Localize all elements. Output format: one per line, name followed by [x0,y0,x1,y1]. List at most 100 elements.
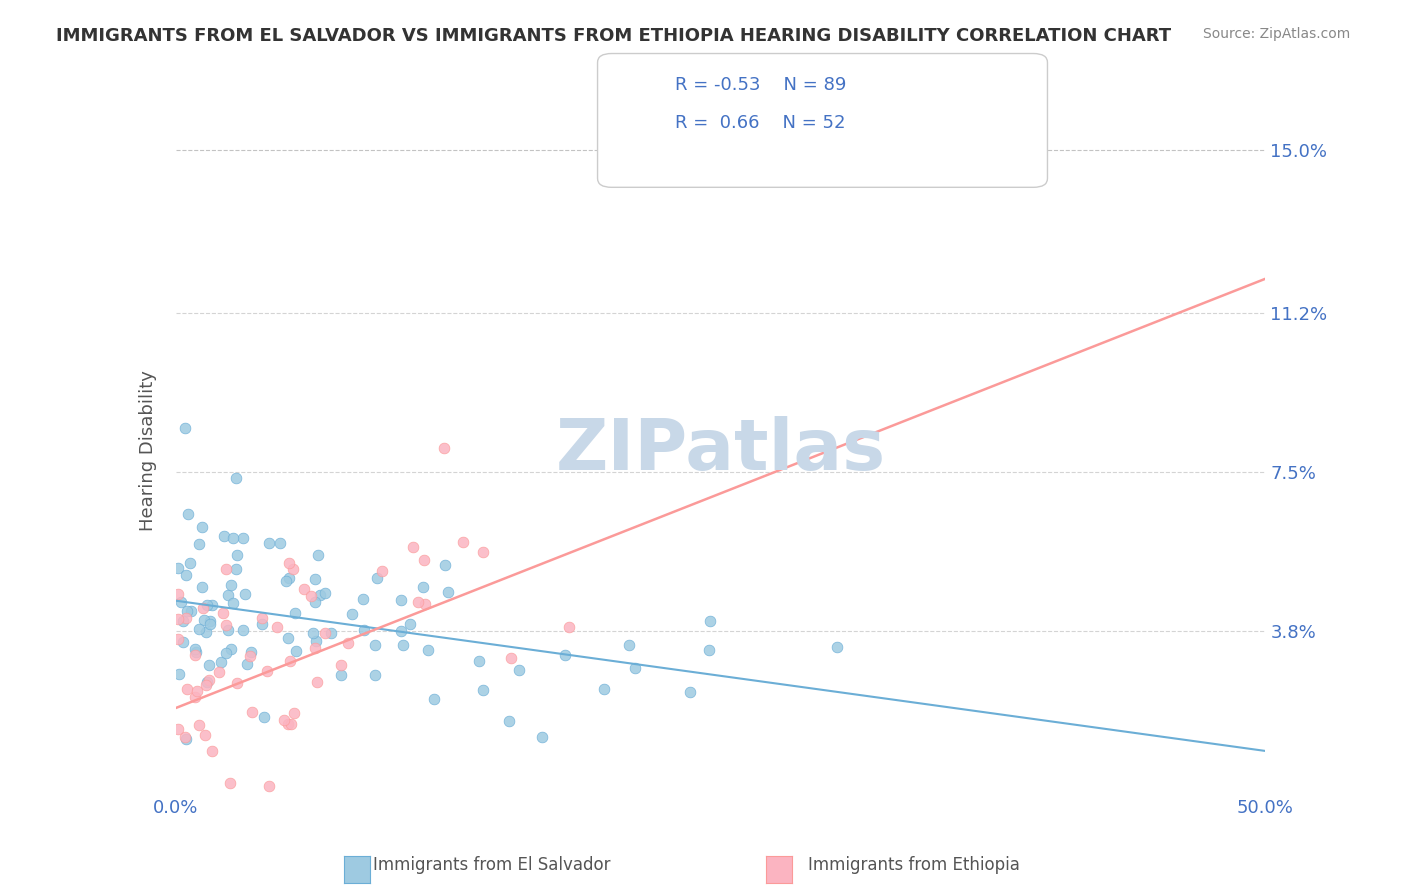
Point [253,710,276,724]
Point [174,731,197,745]
Point [281,562,304,576]
Point [433,442,456,456]
Point [187,623,209,637]
Point [184,690,207,705]
Text: Source: ZipAtlas.com: Source: ZipAtlas.com [1202,27,1350,41]
Point [176,508,198,522]
Point [225,471,247,485]
Point [219,578,242,592]
Point [190,580,212,594]
Point [301,625,323,640]
Point [413,597,436,611]
Point [259,779,281,793]
Point [451,534,474,549]
Point [219,642,242,657]
Point [558,620,581,634]
Point [235,587,257,601]
Point [285,644,308,658]
Point [352,591,374,606]
Point [304,572,326,586]
Y-axis label: Hearing Disability: Hearing Disability [139,370,157,531]
Point [240,706,263,720]
Point [402,540,425,554]
Point [371,564,394,578]
Text: Immigrants from El Salvador: Immigrants from El Salvador [374,855,610,873]
Point [508,663,530,677]
Point [167,560,190,574]
Point [399,617,422,632]
Point [176,681,198,696]
Point [619,639,641,653]
Point [170,595,193,609]
Point [183,641,205,656]
Point [219,776,242,790]
Point [222,596,245,610]
Point [697,642,720,657]
Point [422,692,444,706]
Point [167,722,190,736]
Point [305,674,328,689]
Point [167,667,190,681]
Point [278,655,301,669]
Point [266,620,288,634]
Point [232,531,254,545]
Point [193,613,215,627]
Point [174,731,197,746]
Point [217,623,239,637]
Text: ZIPatlas: ZIPatlas [555,416,886,485]
Point [194,728,217,742]
Point [314,585,336,599]
Point [364,638,387,652]
Point [179,556,201,570]
Point [412,580,434,594]
Point [198,657,221,672]
Point [236,657,259,671]
Point [277,632,299,646]
Point [304,640,326,655]
Point [184,645,207,659]
Point [433,558,456,573]
Point [284,606,307,620]
Point [307,548,329,562]
Point [329,658,352,673]
Point [167,587,190,601]
Point [195,678,218,692]
Point [337,635,360,649]
Point [217,588,239,602]
Point [226,549,249,563]
Point [188,718,211,732]
Point [176,604,198,618]
Point [190,520,212,534]
Point [215,562,238,576]
Point [416,643,439,657]
Point [292,582,315,596]
Point [825,640,848,654]
Text: Immigrants from Ethiopia: Immigrants from Ethiopia [808,855,1019,873]
Point [283,706,305,721]
Point [699,614,721,628]
Point [391,624,413,639]
Point [273,714,295,728]
Point [471,683,494,698]
Point [193,601,215,615]
Point [195,598,218,612]
Point [172,634,194,648]
Text: IMMIGRANTS FROM EL SALVADOR VS IMMIGRANTS FROM ETHIOPIA HEARING DISABILITY CORRE: IMMIGRANTS FROM EL SALVADOR VS IMMIGRANT… [56,27,1171,45]
Point [252,610,274,624]
Point [167,612,190,626]
Point [501,650,523,665]
Point [592,682,614,697]
Point [201,598,224,612]
Point [309,588,332,602]
Point [314,625,336,640]
Point [239,648,262,663]
Point [208,665,231,679]
Point [319,625,342,640]
Point [277,716,299,731]
Point [277,556,299,570]
Point [389,592,412,607]
Point [274,574,297,589]
Point [340,607,363,621]
Point [239,645,262,659]
Point [364,668,387,682]
